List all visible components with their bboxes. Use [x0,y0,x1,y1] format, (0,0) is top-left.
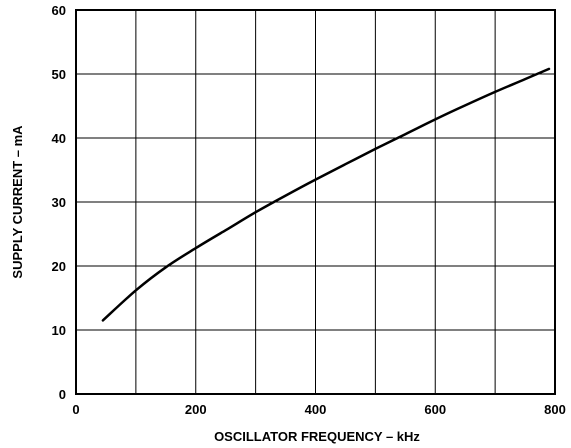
y-tick-label: 50 [52,67,66,82]
y-axis-title: SUPPLY CURRENT – mA [10,125,25,279]
y-tick-label: 20 [52,259,66,274]
y-tick-label: 40 [52,131,66,146]
grid [76,10,555,394]
plot-border [75,9,556,395]
plot-frame [75,9,556,395]
y-tick-label: 0 [59,387,66,402]
series-line-0 [101,67,551,322]
x-tick-label: 600 [424,402,446,417]
x-axis-title: OSCILLATOR FREQUENCY – kHz [214,429,420,444]
x-tick-label: 800 [544,402,566,417]
x-axis-ticks: 0 200 400 600 800 [72,402,565,417]
y-tick-label: 60 [52,3,66,18]
y-axis-ticks: 0 10 20 30 40 50 60 [52,3,66,402]
x-tick-label: 200 [185,402,207,417]
series-layer [101,67,551,322]
y-tick-label: 10 [52,323,66,338]
x-tick-label: 400 [305,402,327,417]
x-tick-label: 0 [72,402,79,417]
y-tick-label: 30 [52,195,66,210]
